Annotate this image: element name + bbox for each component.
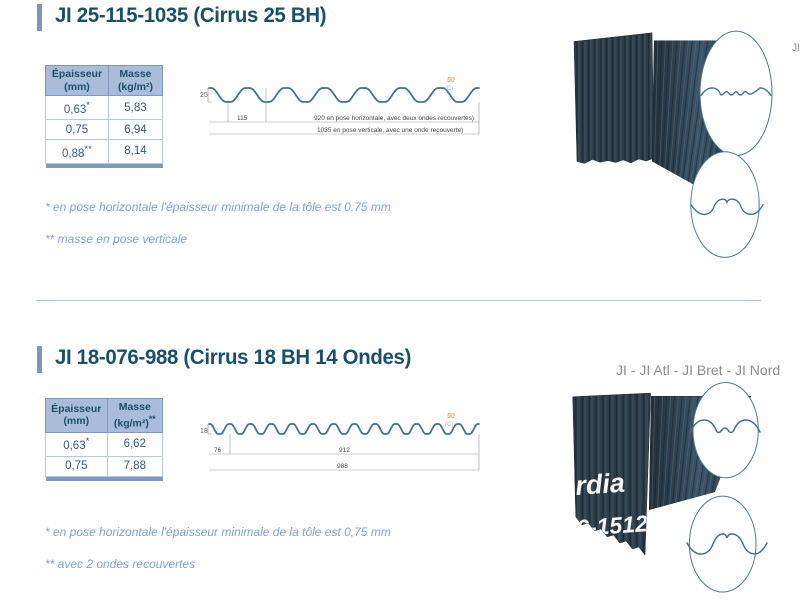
- svg-text:50: 50: [447, 413, 455, 420]
- svg-text:(C): (C): [445, 422, 453, 428]
- svg-text:18: 18: [200, 428, 208, 435]
- svg-text:1035 en pose verticale, avec u: 1035 en pose verticale, avec une onde re…: [317, 127, 463, 134]
- svg-text:76: 76: [214, 447, 222, 454]
- svg-text:50: 50: [447, 77, 455, 84]
- svg-text:rdia: rdia: [574, 468, 626, 501]
- svg-text:912: 912: [339, 447, 350, 454]
- svg-text:JI - JI Atl - JI Bret - JI Nor: JI - JI Atl - JI Bret - JI Nord: [616, 362, 780, 378]
- svg-text:25: 25: [200, 92, 208, 99]
- svg-text:(C): (C): [445, 86, 453, 92]
- svg-text:115: 115: [237, 115, 248, 122]
- svg-text:JI: JI: [792, 43, 800, 54]
- svg-text:988: 988: [337, 463, 348, 470]
- svg-text:920 en pose horizontale, avec: 920 en pose horizontale, avec deux ondes…: [314, 115, 474, 122]
